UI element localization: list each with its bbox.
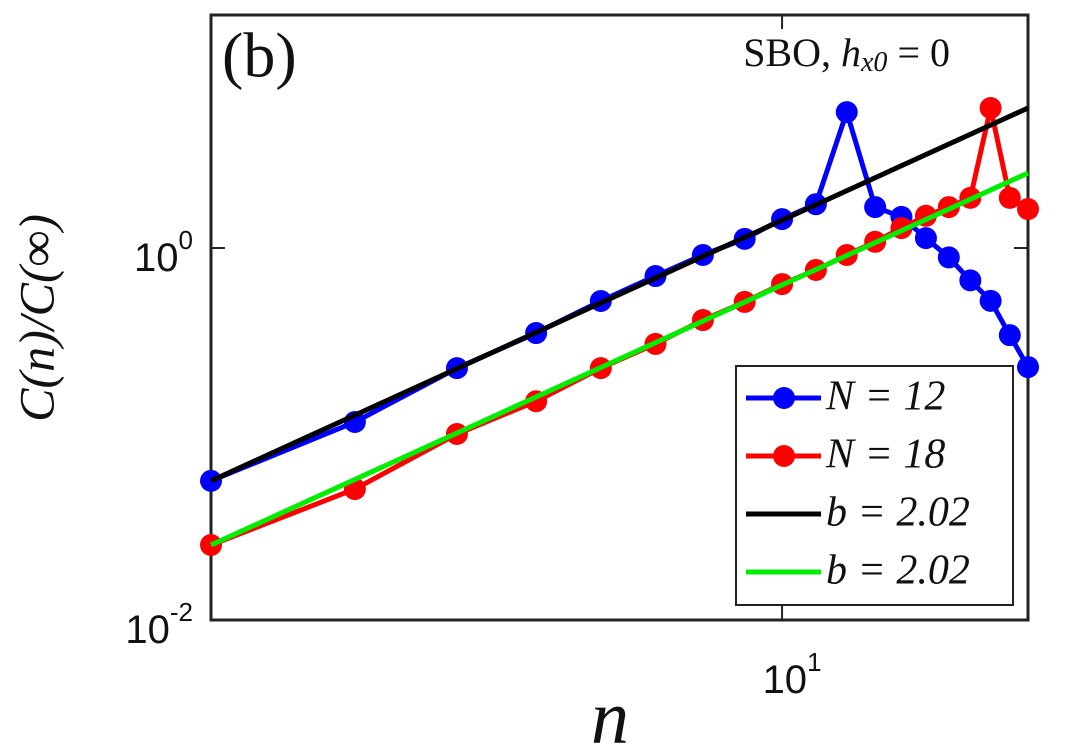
annotation: SBO, hx0 = 0: [743, 30, 950, 78]
legend-label: N = 12: [825, 374, 945, 420]
plot-area: [200, 97, 1039, 557]
tick-base: 10: [763, 658, 808, 702]
tick-base: 10: [134, 236, 179, 280]
annotation-text: SBO,: [743, 30, 831, 75]
legend-label: N = 18: [825, 432, 945, 478]
series-line: [209, 170, 1030, 548]
legend-label: b = 2.02: [826, 490, 970, 536]
x-axis-label: n: [591, 675, 629, 756]
annotation-sub: x0: [860, 47, 887, 78]
legend-marker: [773, 387, 795, 409]
series-line: [209, 105, 1030, 484]
data-point: [914, 227, 937, 250]
tick-base: 10: [125, 608, 170, 652]
tick-label: 101: [763, 647, 822, 702]
data-point: [864, 196, 887, 219]
tick-label: 10-2: [125, 597, 193, 652]
legend-label: b = 2.02: [826, 548, 970, 594]
annotation-rhs: = 0: [897, 30, 950, 75]
annotation-var: h: [841, 30, 861, 75]
data-point: [998, 324, 1021, 347]
data-point: [959, 269, 982, 292]
data-point: [1017, 198, 1039, 221]
data-point: [979, 97, 1002, 120]
tick-exponent: 0: [179, 225, 193, 255]
legend-marker: [773, 445, 795, 467]
data-point: [979, 289, 1002, 312]
tick-exponent: 1: [807, 647, 821, 677]
y-axis-label: C(n)/C(∞): [8, 214, 64, 422]
data-point: [835, 101, 858, 124]
tick-exponent: -2: [170, 597, 193, 627]
data-point: [1017, 356, 1039, 379]
data-point: [937, 246, 960, 269]
panel-label: (b): [222, 20, 297, 91]
tick-label: 100: [134, 225, 193, 280]
data-point: [998, 186, 1021, 209]
